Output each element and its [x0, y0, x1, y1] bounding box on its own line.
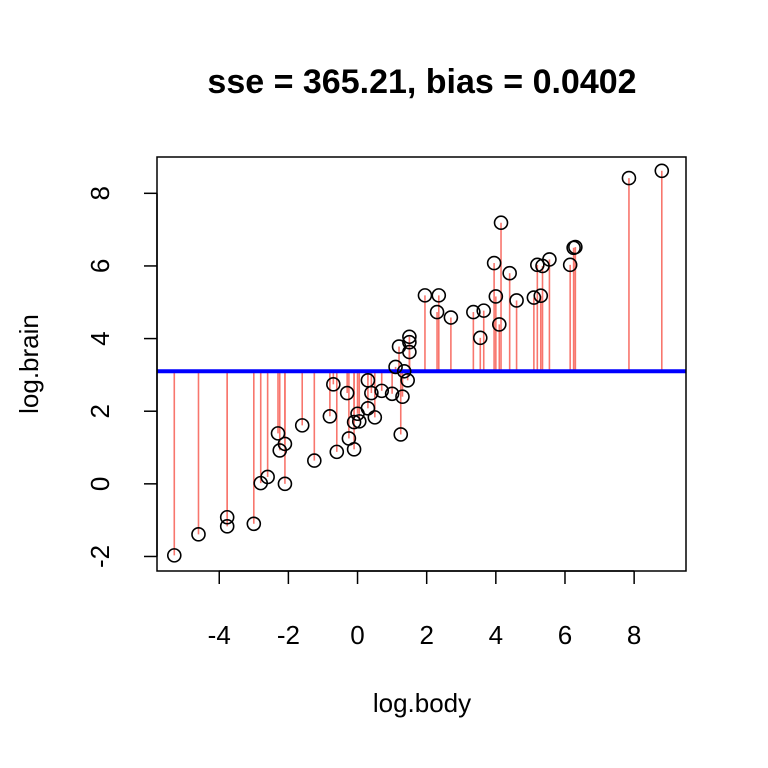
data-point — [491, 317, 507, 332]
data-point — [402, 329, 417, 345]
data-point — [339, 385, 355, 401]
data-point — [351, 414, 367, 429]
data-point — [307, 453, 322, 468]
data-point — [388, 359, 403, 375]
data-point — [429, 304, 445, 320]
x-axis-label: log.body — [373, 688, 471, 718]
data-point — [166, 548, 182, 563]
data-point — [270, 426, 286, 441]
data-point — [360, 401, 376, 416]
data-point — [402, 344, 417, 360]
data-point — [443, 310, 459, 325]
data-point — [530, 257, 545, 273]
data-point — [488, 289, 504, 304]
data-point — [277, 476, 293, 492]
data-point — [402, 334, 417, 350]
y-axis-label: log.brain — [14, 314, 44, 414]
x-axis: -4 -2 0 2 4 6 8 — [208, 570, 641, 650]
data-point — [417, 288, 433, 303]
data-point — [533, 288, 549, 304]
data-point — [526, 290, 542, 305]
y-axis: -2 0 2 4 6 8 — [85, 186, 158, 568]
data-point — [400, 373, 415, 388]
data-point — [396, 363, 412, 379]
residual-lines — [173, 170, 663, 556]
data-point — [486, 255, 502, 271]
x-tick-label: 6 — [558, 620, 572, 650]
x-tick-label: 4 — [489, 620, 503, 650]
data-point — [431, 288, 447, 303]
data-point — [374, 383, 390, 399]
data-point — [346, 442, 362, 457]
data-point — [562, 257, 578, 273]
data-point — [191, 527, 206, 542]
chart-title: sse = 365.21, bias = 0.0402 — [207, 63, 636, 101]
data-point — [246, 516, 262, 532]
y-tick-label: -2 — [85, 545, 115, 568]
data-point — [472, 330, 488, 346]
data-point — [294, 418, 310, 433]
data-point — [219, 519, 235, 534]
x-tick-label: -4 — [208, 620, 231, 650]
y-tick-label: 4 — [85, 331, 115, 345]
data-point — [277, 436, 293, 452]
data-point — [466, 304, 481, 320]
x-tick-label: 2 — [419, 620, 433, 650]
y-tick-label: 2 — [85, 404, 115, 418]
data-point — [493, 215, 509, 231]
data-point — [364, 385, 379, 401]
y-tick-label: 6 — [85, 259, 115, 273]
x-tick-label: -2 — [277, 620, 300, 650]
data-point — [654, 163, 670, 179]
x-tick-label: 0 — [350, 620, 364, 650]
data-point — [395, 389, 410, 404]
data-point — [329, 444, 345, 460]
data-point — [346, 414, 362, 430]
data-points — [166, 163, 670, 563]
data-point — [384, 386, 400, 402]
data-point — [393, 427, 409, 442]
y-tick-label: 8 — [85, 186, 115, 200]
y-tick-label: 0 — [85, 477, 115, 491]
data-point — [219, 509, 235, 525]
data-point — [476, 303, 492, 318]
data-point — [260, 469, 275, 485]
data-point — [509, 293, 524, 308]
data-point — [568, 239, 583, 255]
data-point — [621, 170, 637, 186]
data-point — [367, 410, 383, 425]
plot-frame — [156, 156, 687, 572]
data-point — [502, 265, 517, 281]
data-point — [322, 408, 338, 424]
x-tick-label: 8 — [627, 620, 641, 650]
data-point — [542, 252, 557, 267]
data-point — [326, 377, 341, 392]
